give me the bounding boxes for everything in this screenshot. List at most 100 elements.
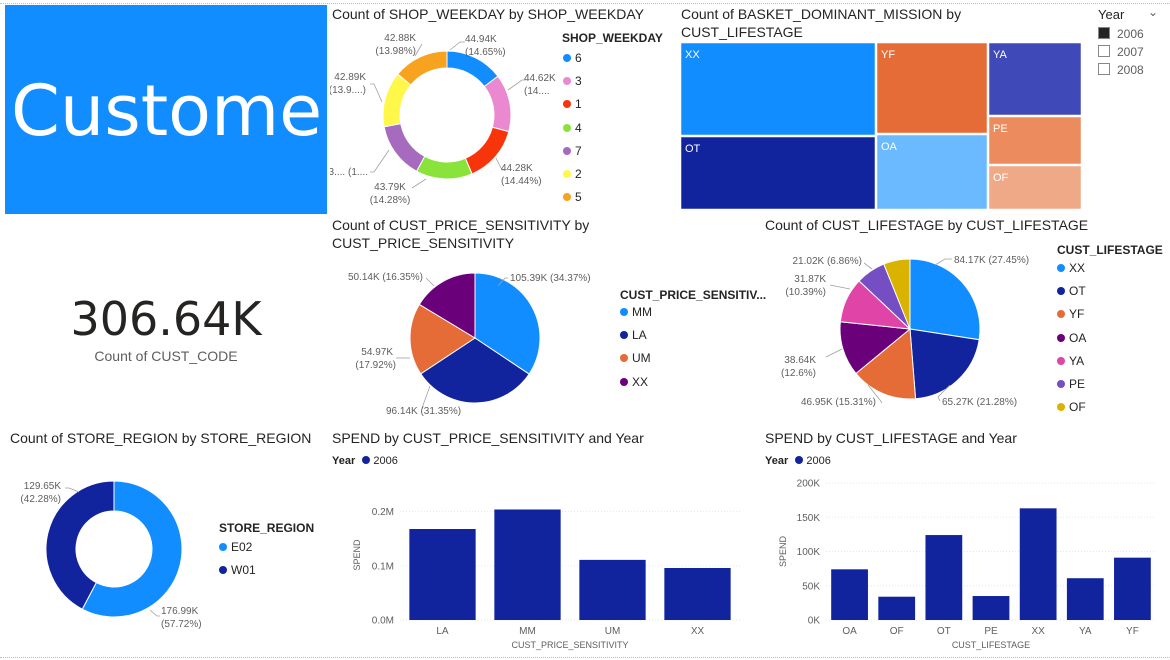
year-slicer[interactable]: Year ⌄ 2006 2007 2008 [1096,5,1168,85]
price-legend-item-LA[interactable]: LA [620,327,647,343]
kpi-value: 306.64K [70,292,262,346]
life-legend-item-OF[interactable]: OF [1057,399,1086,415]
region-legend-dot [219,566,227,575]
price-legend-item-MM[interactable]: MM [620,304,652,320]
life-legend-dot [1057,287,1065,296]
price-slice-XX[interactable] [418,272,476,339]
life-legend-item-OT[interactable]: OT [1057,283,1086,299]
price-slice-UM[interactable] [409,303,476,375]
life-leader-line [863,262,873,270]
checkbox-icon[interactable] [1098,45,1110,57]
weekday-legend-item-1[interactable]: 1 [563,96,582,112]
spend-price-bar-UM[interactable] [579,559,646,620]
spend-price-bar-chart[interactable]: 0.0M 0.1M 0.2M LA MM UM XX SPEND CUST_PRICE_SENS… [330,478,750,658]
region-slice-E02[interactable] [81,480,183,618]
spend-life-bar-XX[interactable] [1019,508,1057,620]
treemap-tile-OT[interactable] [680,135,877,210]
region-legend-item-E02[interactable]: E02 [219,539,252,555]
spend-life-bar-OT[interactable] [925,535,963,620]
spend-life-bar-YF[interactable] [1114,557,1151,620]
checkbox-checked-icon[interactable] [1098,27,1110,39]
customer-banner: Customer [5,5,327,214]
spend-life-legend: Year 2006 [765,455,831,467]
price-pie-chart[interactable]: 105.39K (34.37%) 96.14K (31.35%) 54.97K (17… [330,258,620,423]
spend-life-x-tick: PE [984,626,998,637]
spend-price-bar-XX[interactable] [664,568,731,620]
price-slice-LA[interactable] [420,337,530,404]
treemap-tile-OA[interactable] [875,133,989,210]
weekday-slice-value-label: 42.89K [334,72,366,83]
life-slice-YF[interactable] [855,328,917,400]
weekday-slice-value-label: 44.94K [465,34,497,45]
weekday-slice-4[interactable] [415,155,473,180]
chevron-down-icon[interactable]: ⌄ [1148,5,1159,19]
year-option-2008[interactable]: 2008 [1098,63,1144,77]
life-legend-item-PE[interactable]: PE [1057,376,1085,392]
weekday-slice-3[interactable] [483,75,512,133]
weekday-slice-value-label: 44.62K [524,73,556,84]
life-legend-item-OA[interactable]: OA [1057,330,1086,346]
year-slicer-title: Year [1098,7,1125,22]
price-leader-line [425,277,435,287]
spend-life-bar-OF[interactable] [878,596,916,620]
checkbox-icon[interactable] [1098,63,1110,75]
year-option-2007[interactable]: 2007 [1098,45,1144,59]
weekday-legend-label: 3 [575,74,582,89]
weekday-leader-line [495,157,504,171]
weekday-donut-chart[interactable]: 44.94K (14.65%) 44.62K (14.... 44.28K (14.44%… [330,28,560,213]
year-option-label: 2008 [1117,63,1144,77]
life-legend-item-YA[interactable]: YA [1057,353,1084,369]
weekday-legend-item-4[interactable]: 4 [563,120,582,136]
price-leader-line [497,277,508,287]
life-legend-label: OA [1069,330,1087,345]
life-slice-OF[interactable] [883,258,911,330]
weekday-slice-value-label: 42.88K [384,33,416,44]
weekday-legend-item-2[interactable]: 2 [563,166,582,182]
spend-life-bar-OA[interactable] [831,569,868,620]
weekday-slice-7[interactable] [383,123,426,172]
weekday-slice-pct-label: (13.98%) [375,46,416,57]
price-legend-dot [620,354,628,363]
price-legend-item-UM[interactable]: UM [620,350,651,366]
treemap-tile-label: PE [993,123,1008,135]
weekday-legend-item-7[interactable]: 7 [563,143,582,159]
weekday-legend-item-3[interactable]: 3 [563,73,582,89]
weekday-legend-item-5[interactable]: 5 [563,189,582,205]
kpi-card[interactable]: 306.64K Count of CUST_CODE [5,280,327,380]
spend-price-bar-LA[interactable] [409,529,476,620]
mission-treemap[interactable]: XX OT YF OA YA PE OF [680,42,1084,210]
year-option-2006[interactable]: 2006 [1098,27,1144,41]
lifestage-pie-chart[interactable]: 84.17K (27.45%) 65.27K (21.28%) 46.95K (15… [760,245,1050,425]
treemap-tile-PE[interactable] [987,115,1083,166]
treemap-tile-YA[interactable] [987,42,1083,117]
weekday-slice-pct-label: (14.65%) [465,47,506,58]
treemap-tile-OF[interactable] [987,164,1083,210]
life-slice-label: 46.95K (15.31%) [801,397,876,408]
spend-life-title: SPEND by CUST_LIFESTAGE and Year [765,430,1017,446]
spend-life-y-tick: 100K [797,547,821,558]
life-legend-item-YF[interactable]: YF [1057,306,1084,322]
region-slice-W01[interactable] [45,480,115,610]
spend-life-x-tick: OA [842,626,857,637]
region-donut-chart[interactable]: 176.99K (57.72%) 129.65K (42.28%) [5,450,220,650]
spend-life-bar-chart[interactable]: 0K 50K 100K 150K 200K OA OF OT PE XX YA YF SPEND CUST… [760,475,1165,658]
weekday-leader-line [370,149,390,173]
treemap-tile-YF[interactable] [875,42,989,135]
spend-price-bar-MM[interactable] [494,509,561,621]
region-legend-item-W01[interactable]: W01 [219,562,256,578]
weekday-slice-5[interactable] [397,50,448,86]
region-slice-pct-label: (57.72%) [161,619,202,630]
weekday-legend-item-6[interactable]: 6 [563,50,582,66]
spend-price-x-tick: MM [519,626,536,637]
spend-life-bar-PE[interactable] [972,596,1010,620]
treemap-tile-label: OA [881,141,898,153]
life-legend-item-XX[interactable]: XX [1057,260,1085,276]
life-slice-label: 65.27K (21.28%) [942,397,1017,408]
treemap-tile-XX[interactable] [680,42,877,137]
life-slice-XX[interactable] [909,258,981,341]
spend-life-bar-YA[interactable] [1066,578,1104,620]
price-legend-item-XX[interactable]: XX [620,374,648,390]
banner-text: Customer [11,70,327,152]
spend-life-x-tick: OF [890,626,904,637]
life-slice-OT[interactable] [909,328,980,400]
